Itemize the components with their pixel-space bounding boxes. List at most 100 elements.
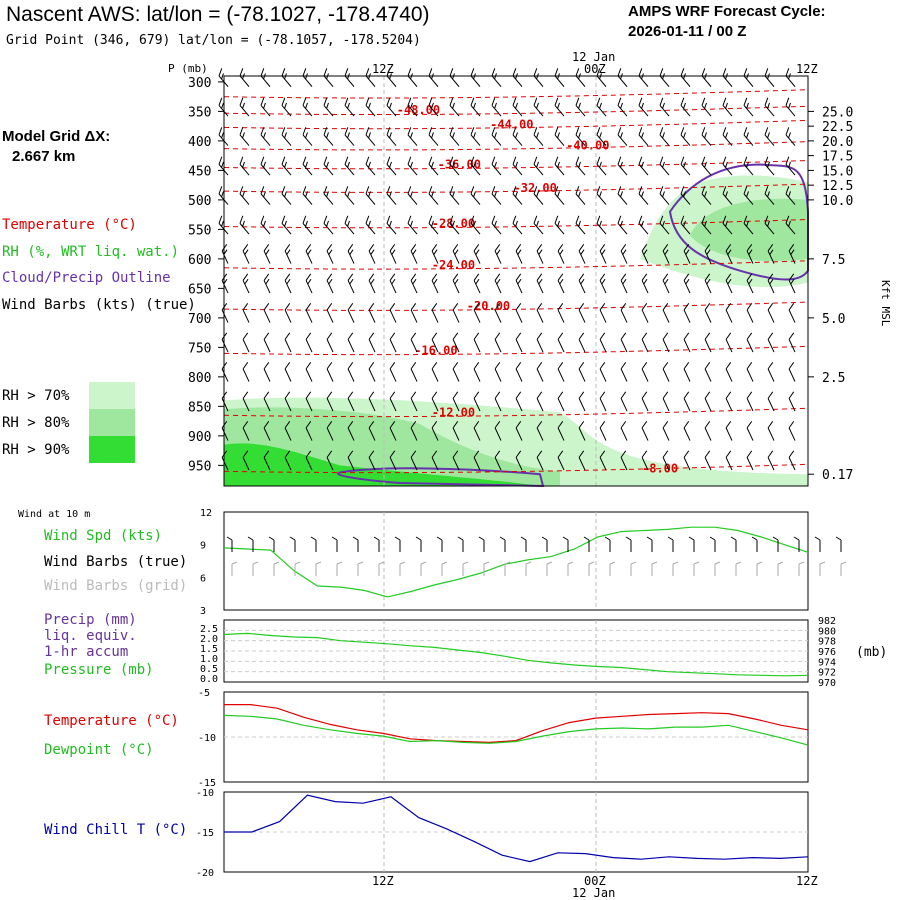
wind-barb-flag: [347, 303, 354, 311]
wind-barb-grid-flag: [735, 561, 742, 565]
wind-barb-flag: [620, 132, 623, 139]
wind-barb-shaft: [767, 309, 775, 323]
wind-barb-shaft: [242, 398, 250, 412]
bottom-time-label: 00Z: [584, 874, 606, 888]
wind-barb-flag: [575, 127, 580, 136]
wind-barb-grid: [420, 561, 427, 576]
wind-barb-flag: [599, 132, 602, 139]
wind-barb-flag: [410, 102, 413, 109]
wind-barb-flag: [785, 156, 790, 165]
wind-barb-flag: [515, 362, 522, 370]
wind-barb-shaft: [638, 75, 649, 87]
pressure-tick-label-right: 976: [818, 647, 836, 658]
wind-barb: [512, 186, 523, 205]
wind-barb: [683, 303, 691, 323]
wind-barb: [449, 127, 460, 146]
isotherm-line: [223, 407, 809, 418]
wind-barb-shaft: [680, 134, 691, 146]
wind-barb: [473, 332, 481, 353]
wind-barb-flag: [767, 303, 774, 311]
wind-barb-shaft: [554, 164, 565, 176]
wind-barb-true-flag: [583, 536, 590, 541]
wind-barb: [599, 244, 607, 264]
wind-barb-shaft: [389, 427, 397, 441]
wind-barb-grid-flag: [798, 561, 805, 565]
wind-barb-flag: [683, 161, 686, 168]
wind-barb-flag: [638, 97, 643, 106]
wind-barb: [578, 362, 586, 382]
wind-barb: [746, 450, 754, 471]
wind-barb-flag: [347, 132, 350, 139]
top-time-label: 12Z: [372, 62, 394, 76]
wind-barb-shaft: [722, 134, 733, 146]
wind-barb-flag: [302, 127, 307, 136]
wind-barb-shaft: [473, 309, 481, 323]
wind-barb-shaft: [764, 105, 775, 117]
wind-barb-shaft: [536, 309, 544, 323]
wind-barb-shaft: [323, 164, 334, 176]
wind-barb-flag: [559, 278, 564, 285]
wind-barb-flag: [767, 161, 770, 168]
wind-barb-shaft: [239, 164, 250, 176]
wind-barb-flag: [620, 102, 623, 109]
wind-barb-shaft: [725, 309, 733, 323]
isotherm-label: -44.00: [490, 117, 533, 131]
wind-barb: [788, 421, 796, 441]
wind-barb: [305, 450, 313, 471]
wind-barb-shaft: [263, 309, 271, 323]
wind-tick-label: 3: [200, 606, 206, 617]
wind-barb-shaft: [470, 193, 481, 205]
legend-rh70: RH > 70%: [2, 388, 70, 404]
wind-barb-true: [604, 536, 611, 552]
wind-barb-flag: [638, 186, 643, 195]
wind-barb-flag: [557, 132, 560, 139]
wind-barb: [473, 362, 481, 382]
wind-barb-true-flag: [793, 536, 800, 541]
wind-barb: [767, 303, 775, 323]
wind-barb-flag: [662, 161, 665, 168]
wind-barb: [281, 186, 292, 205]
wind-barb-shaft: [638, 134, 649, 146]
wind-barb: [368, 391, 376, 412]
wind-barb-shaft: [347, 427, 355, 441]
wind-barb: [470, 186, 481, 205]
wind-barb-shaft: [407, 105, 418, 117]
wind-barb-flag: [407, 215, 412, 224]
wind-barb: [659, 97, 670, 117]
wind-barb-shaft: [239, 134, 250, 146]
wind-barb: [347, 391, 355, 412]
wind-barb-shaft: [323, 193, 334, 205]
wind-barb-flag: [727, 249, 732, 255]
wind-barb-flag: [683, 391, 690, 399]
wind-barb-true-flag: [457, 536, 464, 541]
wind-barb-shaft: [557, 339, 565, 353]
wind-barb: [218, 68, 229, 87]
wind-barb-flag: [365, 156, 370, 165]
wind-barb-flag: [641, 273, 648, 281]
wind-barb-flag: [449, 186, 454, 195]
wind-barb-shaft: [326, 339, 334, 353]
wind-barb-flag: [767, 391, 774, 399]
wind-barb: [326, 391, 334, 412]
wind-barb-flag: [704, 362, 711, 370]
wind-barb: [557, 450, 565, 471]
wind-barb-flag: [617, 186, 622, 195]
wind-barb-shaft: [368, 368, 376, 382]
wind-barb: [701, 127, 712, 146]
wind-barb-shaft: [407, 75, 418, 87]
wind-barb-flag: [578, 132, 581, 139]
wind-barb-shaft: [617, 105, 628, 117]
wind-barb: [788, 391, 796, 412]
wind-barb-flag: [578, 220, 581, 227]
wind-barb-shaft: [617, 193, 628, 205]
wind-barb-shaft: [431, 280, 439, 294]
wind-barb-flag: [263, 391, 270, 399]
wind-barb-flag: [221, 161, 224, 168]
wind-barb-flag: [596, 186, 601, 195]
wind-barb-flag: [769, 249, 774, 255]
wind-barb-true: [352, 536, 359, 552]
wind-barb: [767, 332, 775, 353]
wind-barb-flag: [599, 191, 602, 198]
wind-barb: [785, 97, 796, 117]
wind-barb-flag: [788, 450, 795, 458]
